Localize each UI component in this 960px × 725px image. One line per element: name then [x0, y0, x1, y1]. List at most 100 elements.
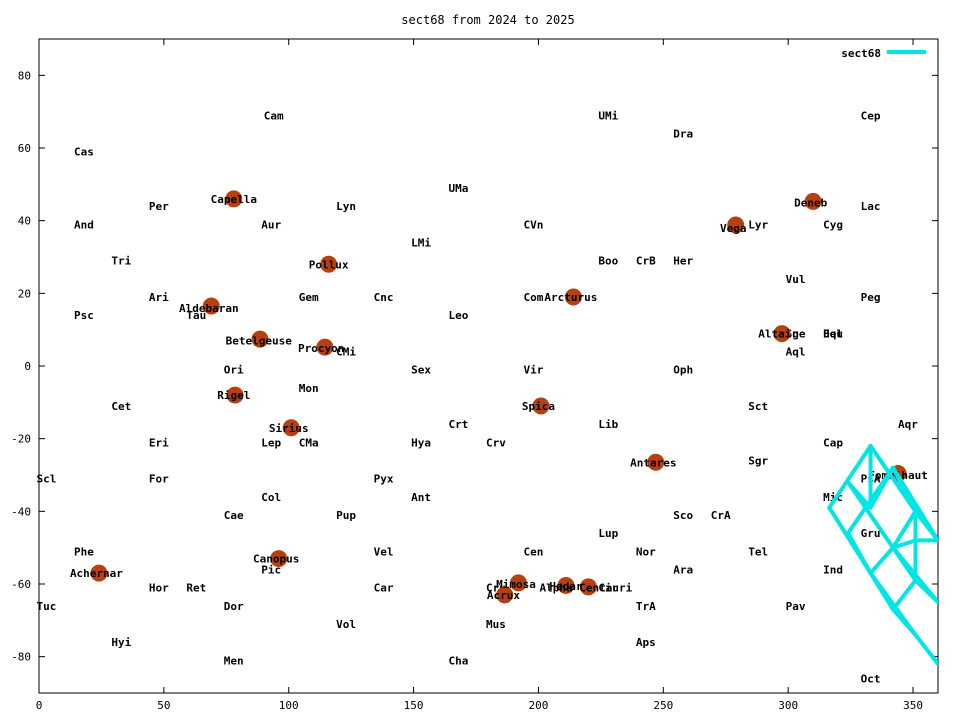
constellation-label: Vir — [523, 364, 543, 377]
constellation-label: LMi — [411, 236, 431, 249]
star-marker — [316, 338, 334, 356]
constellation-label: Her — [673, 255, 693, 268]
constellation-label: Ind — [823, 563, 843, 576]
constellation-label: Ori — [224, 364, 244, 377]
star-label: Arcturus — [544, 291, 597, 304]
constellation-label: Ara — [673, 563, 693, 576]
star-marker — [804, 192, 822, 210]
star-label: Procyon — [298, 342, 344, 355]
constellation-label: Com — [523, 291, 543, 304]
constellation-label: Dor — [224, 600, 244, 613]
star-label: Achernar — [70, 567, 123, 580]
star-markers — [90, 190, 907, 604]
constellation-label: Lac — [861, 200, 881, 213]
constellation-label: Cnc — [374, 291, 394, 304]
star-marker — [727, 216, 745, 234]
constellation-label: Equ — [823, 327, 843, 340]
star-marker — [225, 190, 243, 208]
constellation-label: UMa — [449, 182, 469, 195]
constellation-label: Tri — [111, 255, 131, 268]
constellation-label: Cir — [598, 582, 618, 595]
star-label: Sirius — [269, 422, 309, 435]
constellation-label: Sge — [786, 327, 806, 340]
x-tick-label: 150 — [404, 699, 424, 712]
constellation-label: TrA — [636, 600, 656, 613]
constellation-label: Vel — [374, 545, 394, 558]
constellation-label: Gru — [861, 527, 881, 540]
series-lines — [827, 443, 938, 666]
constellation-label: Pyx — [374, 473, 394, 486]
constellation-label: Oct — [861, 672, 881, 685]
constellation-label: CrA — [711, 509, 731, 522]
y-tick-label: 60 — [18, 142, 31, 155]
star-label: Acrux — [487, 589, 520, 602]
constellation-label: Vul — [786, 273, 806, 286]
constellation-label: Dra — [673, 127, 693, 140]
constellation-label: Hor — [149, 582, 169, 595]
series-sect68 — [827, 443, 938, 666]
constellation-label: CVn — [523, 218, 543, 231]
constellation-label: Boo — [598, 255, 618, 268]
constellation-label: And — [74, 218, 94, 231]
constellation-label: Del — [823, 327, 843, 340]
constellation-label: Scl — [37, 473, 57, 486]
x-tick-label: 50 — [157, 699, 170, 712]
constellation-label: Col — [261, 491, 281, 504]
constellation-label: Cap — [823, 436, 843, 449]
legend: sect68 — [841, 47, 926, 60]
y-tick-label: -40 — [11, 505, 31, 518]
star-marker — [202, 297, 220, 315]
constellation-labels: Cam UMi Cep Dra Cas UMa Per Lyn Lac And Aur CVn Lyr C… — [37, 109, 919, 685]
star-label: Deneb — [794, 197, 827, 210]
constellation-label: Lep — [261, 436, 281, 449]
constellation-label: UMi — [598, 109, 618, 122]
constellation-label: Peg — [861, 291, 881, 304]
y-tick-label: -60 — [11, 578, 31, 591]
x-tick-label: 250 — [653, 699, 673, 712]
star-marker — [564, 288, 582, 306]
series-segment — [891, 465, 918, 514]
constellation-label: Cyg — [823, 218, 843, 231]
axis-ticks: 0 50 100 150 200 250 300 350 -80 -60 -40 -20 0 20 40 60… — [11, 39, 938, 712]
constellation-label: Tuc — [37, 600, 57, 613]
star-label: Vega — [720, 222, 747, 235]
constellation-label: Mus — [486, 618, 506, 631]
series-segment — [846, 465, 896, 510]
constellation-label: Eri — [149, 436, 169, 449]
series-segment — [868, 571, 918, 612]
constellation-label: Sct — [748, 400, 768, 413]
constellation-label: Crt — [449, 418, 469, 431]
constellation-label: CrB — [636, 255, 656, 268]
star-label: Canopus — [253, 553, 299, 566]
star-label: Aldebaran — [179, 302, 239, 315]
constellation-label: Lup — [598, 527, 618, 540]
constellation-label: Ari — [149, 291, 169, 304]
constellation-label: Car — [374, 582, 394, 595]
constellation-label: Sgr — [748, 454, 768, 467]
constellation-label: Lyr — [748, 218, 768, 231]
star-marker — [251, 330, 269, 348]
star-marker — [532, 397, 550, 415]
constellation-label: Vol — [336, 618, 356, 631]
star-label: Rigel — [217, 389, 250, 402]
series-segment — [891, 607, 918, 637]
star-label: Spica — [522, 400, 555, 413]
star-marker — [557, 576, 575, 594]
constellation-label: Cae — [224, 509, 244, 522]
star-labels: Capella Aldebaran Betelgeuse Rigel Sirius Can… — [70, 193, 928, 602]
constellation-label: Aql — [786, 345, 806, 358]
star-label: Antares — [630, 456, 676, 469]
star-label: Pollux — [309, 258, 349, 271]
constellation-label: Psc — [74, 309, 94, 322]
constellation-label: Tau — [186, 309, 206, 322]
star-marker — [90, 564, 108, 582]
series-segment — [868, 509, 938, 576]
constellation-label: Leo — [449, 309, 469, 322]
y-tick-label: 0 — [24, 360, 31, 373]
legend-label: sect68 — [841, 47, 881, 60]
star-marker — [226, 386, 244, 404]
constellation-label: Hyi — [111, 636, 131, 649]
constellation-label: Per — [149, 200, 169, 213]
